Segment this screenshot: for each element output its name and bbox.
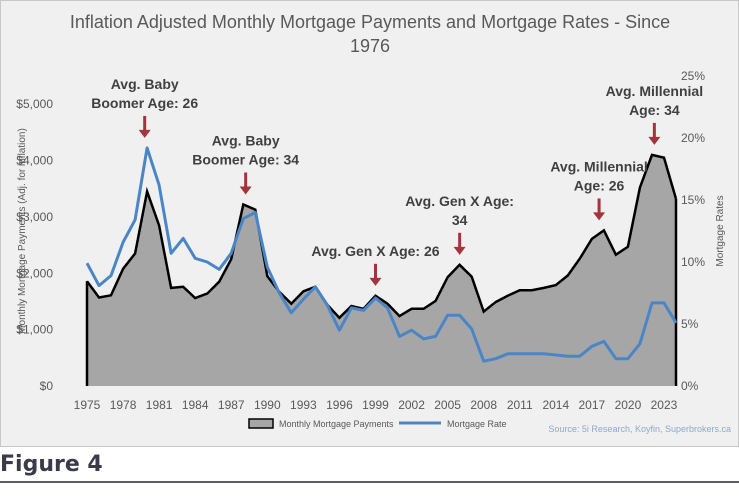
x-tick-label: 1987	[218, 398, 245, 412]
x-tick-label: 1975	[74, 398, 101, 412]
y-tick-label: $3,000	[16, 210, 53, 224]
annotations-group: Avg. Baby Boomer Age: 26 Avg. Baby Boomer A…	[91, 76, 703, 286]
x-tick-label: 2020	[615, 398, 642, 412]
legend: Monthly Mortgage Payments Mortgage Rate	[248, 418, 507, 429]
annotation-arrow-head	[648, 136, 661, 145]
axes-group: $0 $1,000 $2,000 $3,000 $4,000 $5,000 0% 5% 10% 1…	[16, 69, 726, 412]
x-tick-label: 1999	[362, 398, 389, 412]
figure-label: Figure 4	[0, 452, 103, 477]
annotation-label: Boomer Age: 34	[192, 152, 299, 168]
legend-label-rate: Mortgage Rate	[447, 419, 507, 429]
y-axis-title: Monthly Mortgage Payments (Adj. for infl…	[17, 128, 28, 334]
annotation-label: Age: 34	[629, 102, 680, 118]
annotation-label: Avg. Baby	[212, 133, 280, 149]
x-tick-label: 2017	[579, 398, 606, 412]
annotation-arrow-head	[369, 277, 382, 286]
x-tick-label: 2008	[470, 398, 497, 412]
annotation-label: Avg. Gen X Age: 26	[311, 243, 439, 259]
source-note: Source: 5i Research, Koyfin, Superbroker…	[548, 424, 731, 434]
y2-tick-label: 5%	[681, 317, 699, 331]
annotation-label: Avg. Millennial	[550, 158, 648, 174]
chart-panel: Inflation Adjusted Monthly Mortgage Paym…	[0, 0, 739, 447]
x-tick-label: 1984	[182, 398, 209, 412]
annotation-label: Avg. Gen X Age:	[405, 193, 514, 209]
x-tick-label: 2014	[542, 398, 569, 412]
annotation-arrow-head	[138, 129, 151, 138]
y-tick-label: $2,000	[16, 266, 53, 280]
y2-tick-label: 20%	[681, 131, 705, 145]
x-tick-label: 1990	[254, 398, 281, 412]
y-tick-label: $5,000	[16, 97, 53, 111]
rate-line-group	[85, 146, 678, 363]
source-text: Source: 5i Research, Koyfin, Superbroker…	[548, 424, 731, 434]
y2-tick-label: 25%	[681, 69, 705, 83]
y2-tick-label: 0%	[681, 379, 699, 393]
y-tick-label: $1,000	[16, 323, 53, 337]
payments-area	[87, 154, 676, 386]
chart-title: Inflation Adjusted Monthly Mortgage Paym…	[70, 12, 670, 56]
chart-title-line-1: Inflation Adjusted Monthly Mortgage Paym…	[70, 12, 670, 32]
legend-swatch-payments	[248, 418, 274, 429]
chart: Inflation Adjusted Monthly Mortgage Paym…	[16, 12, 731, 434]
annotation-label: Avg. Millennial	[606, 83, 704, 99]
x-tick-label: 2005	[434, 398, 461, 412]
annotation-label: 34	[452, 212, 468, 228]
annotation-arrow-head	[239, 186, 252, 195]
annotation-label: Age: 26	[574, 177, 625, 193]
payments-area-group	[85, 153, 678, 386]
x-tick-label: 1978	[110, 398, 137, 412]
x-tick-label: 2002	[398, 398, 425, 412]
annotation-label: Avg. Baby	[111, 76, 179, 92]
x-tick-label: 1981	[146, 398, 173, 412]
x-tick-label: 1993	[290, 398, 317, 412]
annotation-arrow-head	[593, 212, 606, 221]
annotation-arrow-head	[453, 246, 466, 255]
x-tick-label: 1996	[326, 398, 353, 412]
chart-title-line-2: 1976	[350, 36, 390, 56]
y-tick-label: $0	[40, 379, 54, 393]
annotation-label: Boomer Age: 26	[91, 95, 198, 111]
payments-outline	[85, 153, 678, 320]
x-tick-label: 2023	[651, 398, 678, 412]
y2-tick-label: 15%	[681, 193, 705, 207]
x-tick-label: 2011	[507, 398, 533, 412]
figure-divider	[0, 481, 739, 483]
y2-tick-label: 10%	[681, 255, 705, 269]
rate-line	[85, 146, 678, 363]
legend-label-payments: Monthly Mortgage Payments	[279, 419, 394, 429]
y-tick-label: $4,000	[16, 154, 53, 168]
y2-axis-title: Mortgage Rates	[715, 195, 726, 266]
